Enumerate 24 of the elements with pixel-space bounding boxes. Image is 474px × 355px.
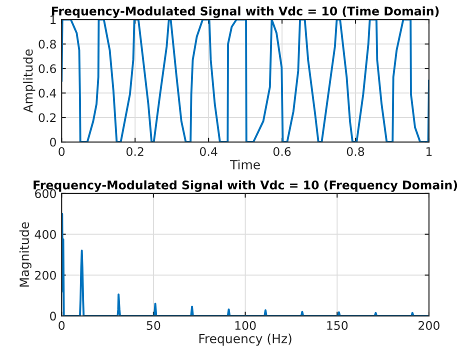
x-tick-label: 0.6 (273, 147, 291, 156)
line-series (62, 20, 429, 142)
y-tick-label: 0 (50, 312, 56, 321)
y-tick-label: 200 (35, 270, 56, 280)
x-tick-label: 0 (58, 147, 65, 156)
x-axis-title: Frequency (Hz) (199, 334, 292, 346)
x-tick-label: 200 (418, 321, 440, 330)
x-tick-label: 0.2 (126, 147, 144, 156)
y-axis-title: Amplitude (23, 49, 36, 113)
y-tick-label: 400 (34, 230, 56, 239)
y-axis-title: Magnitude (19, 222, 32, 287)
x-tick-label: 0.4 (200, 147, 218, 156)
x-tick-label: 100 (235, 321, 256, 330)
x-tick-label: 50 (146, 321, 160, 330)
y-tick-label: 0.4 (38, 88, 56, 98)
x-tick-label: 0 (58, 321, 65, 330)
y-tick-label: 0.8 (38, 40, 56, 49)
y-tick-label: 0.6 (38, 64, 56, 74)
x-tick-label: 1 (426, 147, 432, 156)
x-axis-title: Time (230, 160, 260, 170)
x-tick-label: 150 (327, 321, 348, 330)
y-tick-label: 0.2 (38, 113, 56, 122)
y-tick-label: 0 (50, 138, 56, 147)
x-tick-label: 0.8 (346, 147, 364, 156)
